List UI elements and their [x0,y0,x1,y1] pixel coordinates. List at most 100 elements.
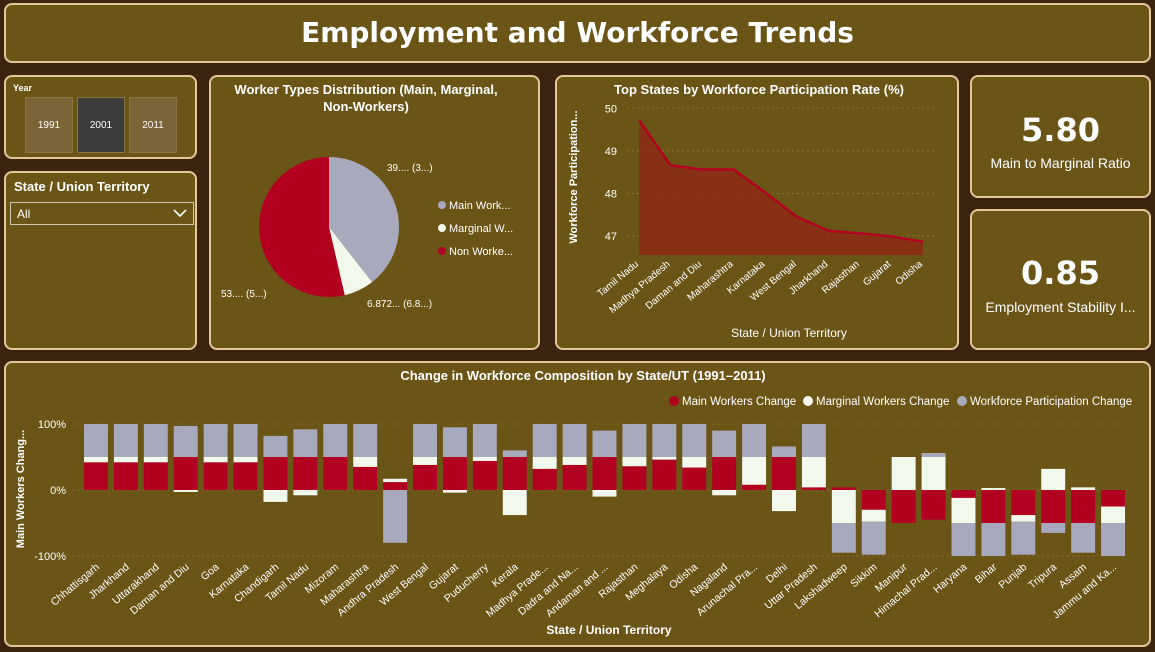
pie-data-label: 6.872... (6.8...) [367,299,432,310]
bar-segment [652,424,677,457]
bar-segment [712,430,737,457]
bar-segment [1101,506,1126,523]
year-option-1991[interactable]: 1991 [25,97,73,153]
year-slicer-label: Year [13,83,33,93]
bar-segment [712,490,737,496]
bar-segment [532,468,557,490]
bar-segment [323,424,348,457]
bar-segment [921,490,946,520]
bar-segment [113,424,138,457]
bar-segment [921,453,946,457]
area-chart: Top States by Workforce Participation Ra… [568,82,935,340]
bar-segment [622,424,647,457]
bar-segment [173,490,198,492]
legend-label: Marginal W... [449,223,513,235]
bar-segment [472,424,497,457]
pie-chart: Worker Types Distribution (Main, Margina… [221,82,513,310]
pie-slice [329,157,399,283]
bar-segment [562,457,587,465]
bar-segment [143,462,168,490]
bar-segment [772,490,796,512]
bar-segment [84,424,108,457]
kpi-value: 0.85 [1021,254,1100,292]
kpi-label: Employment Stability I... [985,299,1136,315]
bar-segment [173,425,198,457]
bar-segment [1011,490,1036,516]
bar-segment [1071,490,1096,523]
legend-label: Marginal Workers Change [816,396,949,408]
chart-title-line1: Worker Types Distribution (Main, Margina… [234,82,497,97]
bar-segment [293,490,318,496]
x-tick-label: Goa [199,561,222,583]
bar-segment [1041,523,1066,533]
y-axis-title: Workforce Participation... [568,110,580,243]
bar-segment [801,457,826,488]
bar-segment [592,457,617,490]
bar-segment [203,457,228,463]
state-dropdown[interactable]: All [10,202,194,225]
chart-title: Change in Workforce Composition by State… [400,368,765,383]
bar-segment [1101,490,1126,507]
state-slicer: State / Union Territory All [4,171,197,350]
chevron-down-icon[interactable] [173,209,187,218]
pie-data-label: 39.... (3...) [387,163,433,174]
bar-segment [203,424,228,457]
bar-segment [353,457,378,467]
bar-segment [143,457,168,463]
bar-segment [263,457,288,490]
bar-segment [831,487,856,490]
bar-segment [1041,468,1066,490]
kpi-label: Main to Marginal Ratio [990,155,1131,171]
bar-segment [622,466,647,490]
bar-segment [323,457,348,490]
x-tick-label: Lakshadweep [792,561,849,612]
legend-label: Main Workers Change [682,396,796,408]
bar-segment [1071,523,1096,553]
stacked-bar-chart: Change in Workforce Composition by State… [15,368,1132,637]
bar-segment [413,424,437,457]
bar-segment [532,457,557,469]
bar-segment [891,490,916,523]
bar-segment [502,490,527,516]
bar-segment [981,488,1006,490]
kpi-card-main-marginal: 5.80 Main to Marginal Ratio [970,75,1151,198]
legend-label: Main Work... [449,200,511,212]
y-axis-title: Main Workers Chang... [15,430,27,548]
bar-segment [263,435,288,457]
chart-title: Top States by Workforce Participation Ra… [614,82,904,97]
bar-segment [622,457,647,467]
bar-segment [442,427,467,457]
bar-segment [891,457,916,490]
bar-segment [1011,521,1036,555]
x-tick-label: Punjab [996,561,1029,591]
bar-segment [293,429,318,457]
bar-segment [413,464,437,490]
y-tick-label: 100% [38,419,66,431]
bar-segment [652,457,677,460]
bar-segment [742,424,767,457]
bar-segment [353,424,378,457]
bar-segment [502,457,527,490]
bar-segment [592,490,617,497]
state-dropdown-value: All [17,206,31,221]
bar-segment [442,490,467,493]
bar-segment [772,457,796,490]
x-tick-label: Daman and Diu [644,259,704,312]
bar-segment [413,457,437,465]
bar-segment [353,466,378,490]
bar-segment [921,457,946,490]
legend-marker [438,247,446,255]
bar-segment [1101,523,1126,556]
legend-marker [438,224,446,232]
year-option-2011[interactable]: 2011 [129,97,177,153]
area-chart-panel: Top States by Workforce Participation Ra… [555,75,959,350]
bar-segment [981,490,1006,523]
bar-segment [472,460,497,490]
pie-slice [259,157,345,297]
dashboard-title: Employment and Workforce Trends [301,16,854,49]
area-fill [639,120,923,255]
year-option-2001[interactable]: 2001 [77,97,125,153]
bar-segment [383,490,408,543]
bar-segment [831,523,856,553]
bar-segment [143,424,168,457]
